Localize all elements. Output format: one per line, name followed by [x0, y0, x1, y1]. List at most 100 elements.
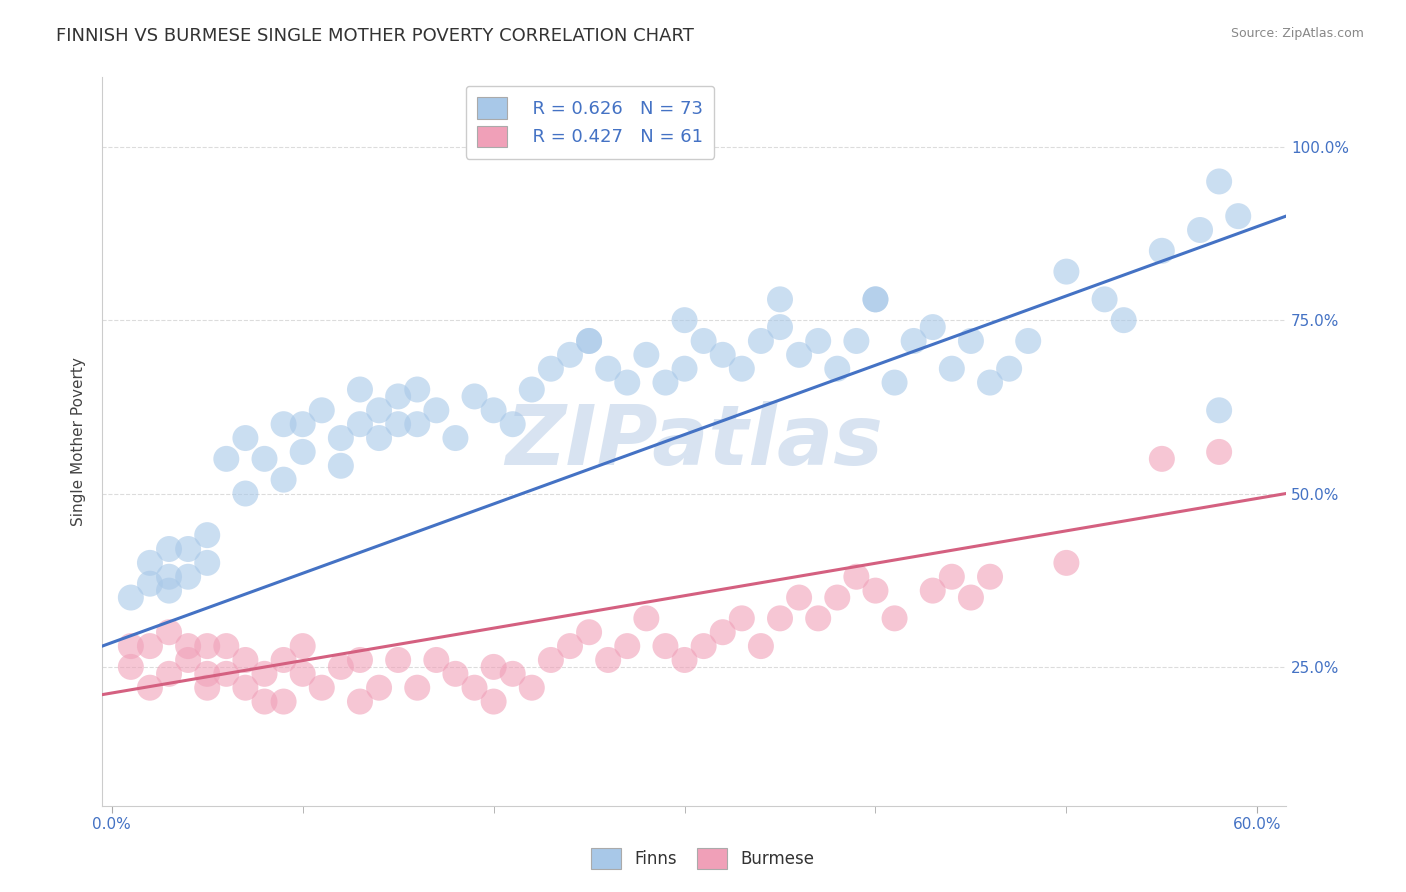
Point	[921, 583, 943, 598]
Point	[673, 313, 696, 327]
Point	[598, 653, 620, 667]
Point	[273, 473, 295, 487]
Point	[253, 451, 276, 466]
Point	[329, 431, 352, 445]
Point	[195, 681, 218, 695]
Point	[558, 348, 581, 362]
Point	[960, 591, 983, 605]
Point	[387, 653, 409, 667]
Point	[1150, 244, 1173, 258]
Point	[845, 334, 868, 348]
Point	[253, 666, 276, 681]
Point	[1054, 556, 1077, 570]
Point	[195, 639, 218, 653]
Point	[1208, 445, 1230, 459]
Point	[253, 695, 276, 709]
Point	[139, 556, 162, 570]
Point	[941, 570, 963, 584]
Point	[979, 376, 1001, 390]
Point	[807, 334, 830, 348]
Point	[311, 681, 333, 695]
Point	[291, 417, 314, 432]
Point	[482, 660, 505, 674]
Text: FINNISH VS BURMESE SINGLE MOTHER POVERTY CORRELATION CHART: FINNISH VS BURMESE SINGLE MOTHER POVERTY…	[56, 27, 695, 45]
Y-axis label: Single Mother Poverty: Single Mother Poverty	[72, 357, 86, 526]
Text: ZIPatlas: ZIPatlas	[505, 401, 883, 482]
Point	[273, 417, 295, 432]
Point	[749, 639, 772, 653]
Point	[749, 334, 772, 348]
Point	[941, 361, 963, 376]
Point	[368, 681, 391, 695]
Point	[540, 653, 562, 667]
Point	[387, 417, 409, 432]
Point	[195, 666, 218, 681]
Point	[827, 591, 849, 605]
Point	[903, 334, 925, 348]
Text: Source: ZipAtlas.com: Source: ZipAtlas.com	[1230, 27, 1364, 40]
Point	[215, 639, 238, 653]
Point	[502, 666, 524, 681]
Point	[177, 570, 200, 584]
Point	[787, 348, 810, 362]
Point	[673, 653, 696, 667]
Point	[1094, 293, 1116, 307]
Point	[387, 389, 409, 403]
Point	[368, 403, 391, 417]
Point	[139, 639, 162, 653]
Point	[1208, 174, 1230, 188]
Point	[807, 611, 830, 625]
Point	[502, 417, 524, 432]
Point	[578, 334, 600, 348]
Point	[235, 431, 257, 445]
Point	[120, 660, 142, 674]
Point	[731, 361, 754, 376]
Point	[157, 666, 180, 681]
Point	[865, 293, 887, 307]
Point	[1112, 313, 1135, 327]
Point	[195, 528, 218, 542]
Point	[1227, 209, 1250, 223]
Point	[177, 639, 200, 653]
Point	[711, 348, 734, 362]
Point	[482, 695, 505, 709]
Point	[520, 383, 543, 397]
Point	[120, 591, 142, 605]
Point	[883, 376, 905, 390]
Point	[349, 695, 371, 709]
Point	[195, 556, 218, 570]
Point	[979, 570, 1001, 584]
Point	[157, 583, 180, 598]
Point	[463, 681, 485, 695]
Legend:   R = 0.626   N = 73,   R = 0.427   N = 61: R = 0.626 N = 73, R = 0.427 N = 61	[465, 86, 714, 159]
Point	[463, 389, 485, 403]
Point	[654, 639, 676, 653]
Point	[1150, 451, 1173, 466]
Point	[921, 320, 943, 334]
Point	[444, 666, 467, 681]
Point	[406, 681, 429, 695]
Point	[998, 361, 1021, 376]
Point	[329, 660, 352, 674]
Point	[120, 639, 142, 653]
Point	[1017, 334, 1039, 348]
Point	[139, 576, 162, 591]
Point	[865, 293, 887, 307]
Point	[157, 541, 180, 556]
Point	[406, 417, 429, 432]
Point	[311, 403, 333, 417]
Point	[157, 625, 180, 640]
Point	[329, 458, 352, 473]
Point	[616, 639, 638, 653]
Point	[482, 403, 505, 417]
Point	[235, 486, 257, 500]
Point	[235, 653, 257, 667]
Point	[578, 625, 600, 640]
Point	[425, 653, 447, 667]
Point	[960, 334, 983, 348]
Point	[273, 653, 295, 667]
Point	[711, 625, 734, 640]
Point	[865, 583, 887, 598]
Point	[1189, 223, 1212, 237]
Point	[540, 361, 562, 376]
